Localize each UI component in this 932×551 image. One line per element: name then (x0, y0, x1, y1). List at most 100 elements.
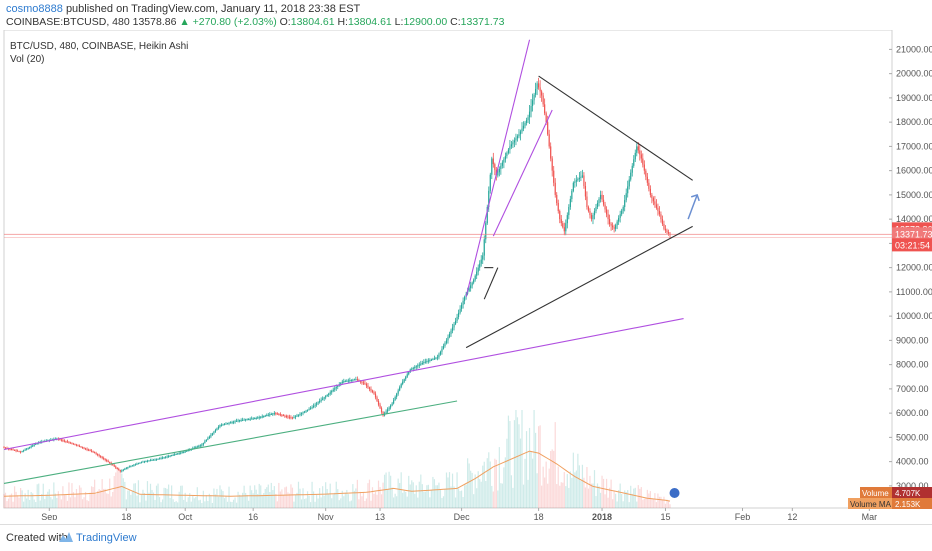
candle-body (181, 452, 183, 454)
volume-bar (229, 501, 232, 508)
volume-bar (577, 453, 579, 508)
price-chart[interactable]: 3000.00 4000.00 5000.00 6000.00 7000.00 8000.… (0, 29, 932, 522)
candle-body (35, 443, 37, 445)
volume-bar (528, 427, 531, 508)
candle-body (68, 442, 70, 444)
volume-bar (325, 482, 327, 508)
candle-body (460, 304, 463, 309)
volume-bar (500, 483, 502, 508)
volume-bar (618, 490, 620, 508)
candle-body (497, 172, 499, 176)
candle-body (204, 441, 206, 444)
candle-body (171, 455, 173, 457)
candle-body (33, 444, 35, 446)
volume-bar (376, 494, 378, 508)
candle-body (373, 392, 375, 394)
volume-bar (667, 500, 670, 508)
x-tick-label: Mar (862, 512, 878, 520)
candle-body (602, 199, 605, 205)
candle-body (566, 215, 568, 224)
chart-area[interactable]: 3000.00 4000.00 5000.00 6000.00 7000.00 8000.… (0, 29, 932, 522)
volume-bar (368, 479, 371, 508)
trendline (492, 109, 553, 237)
volume-bar (54, 493, 56, 508)
candle-body (139, 462, 141, 464)
volume-bar (633, 488, 635, 508)
volume-bar (59, 495, 61, 508)
candle-body (266, 415, 268, 417)
author-link[interactable]: cosmo8888 (6, 3, 63, 15)
volume-bar (377, 480, 380, 508)
volume-bar (358, 499, 360, 508)
volume-bar (554, 422, 556, 508)
candle-body (3, 447, 5, 449)
volume-bar (98, 489, 100, 508)
candle-body (393, 400, 395, 404)
volume-bar (323, 495, 325, 508)
volume-bar (33, 499, 35, 508)
candle-body (399, 387, 401, 391)
candle-body (391, 403, 393, 406)
volume-bar (222, 491, 224, 508)
volume-bar (459, 491, 461, 508)
candle-body (503, 159, 505, 163)
candle-body (448, 333, 451, 338)
candle-body (476, 271, 478, 276)
candle-body (587, 207, 590, 212)
volume-bar (20, 488, 22, 508)
candle-body (104, 459, 106, 461)
volume-bar (512, 487, 514, 508)
volume-bar (460, 490, 463, 508)
volume-bar (346, 489, 348, 508)
candle-body (655, 204, 658, 208)
candle-body (512, 142, 514, 145)
x-tick-label: 18 (534, 512, 544, 520)
candle-body (427, 360, 429, 362)
volume-bar (621, 493, 623, 508)
candle-body (429, 360, 431, 362)
volume-bar (390, 475, 392, 508)
candle-body (599, 194, 602, 199)
volume-bar (483, 461, 485, 508)
candle-body (90, 450, 93, 452)
tradingview-brand-link[interactable]: TradingView (76, 532, 137, 544)
volume-bar (507, 415, 510, 508)
candle-body (229, 422, 232, 424)
volume-bar (639, 488, 641, 508)
volume-bar (602, 478, 605, 508)
volume-ma-value-text: 2.153K (895, 500, 921, 509)
volume-bar (482, 465, 484, 508)
candle-body (624, 200, 626, 208)
volume-bar (503, 467, 505, 508)
candle-body (480, 259, 482, 264)
volume-bar (396, 496, 398, 508)
candle-body (334, 388, 336, 390)
candle-body (335, 386, 337, 389)
volume-bar (207, 500, 209, 508)
candle-body (367, 385, 369, 388)
volume-bar (470, 470, 472, 508)
candle-body (589, 211, 591, 216)
volume-bar (143, 492, 146, 508)
volume-bar (23, 501, 25, 508)
candle-body (145, 461, 147, 463)
candle-body (518, 134, 520, 137)
volume-bar (290, 484, 292, 508)
volume-bar (246, 494, 248, 508)
volume-bar (3, 494, 5, 508)
candle-body (637, 146, 639, 151)
candle-body (636, 146, 638, 153)
volume-bar (465, 484, 467, 508)
volume-bar (56, 497, 58, 508)
volume-bar (163, 487, 165, 508)
volume-bar (77, 493, 79, 508)
candle-body (498, 169, 500, 173)
volume-bar (640, 487, 642, 508)
candle-body (252, 418, 254, 420)
volume-bar (592, 483, 594, 508)
chart-legend: BTC/USD, 480, COINBASE, Heikin Ashi Vol … (10, 40, 188, 66)
volume-bar (157, 483, 159, 508)
plot-frame (3, 29, 893, 509)
volume-bar (299, 488, 301, 508)
candle-body (627, 186, 629, 194)
